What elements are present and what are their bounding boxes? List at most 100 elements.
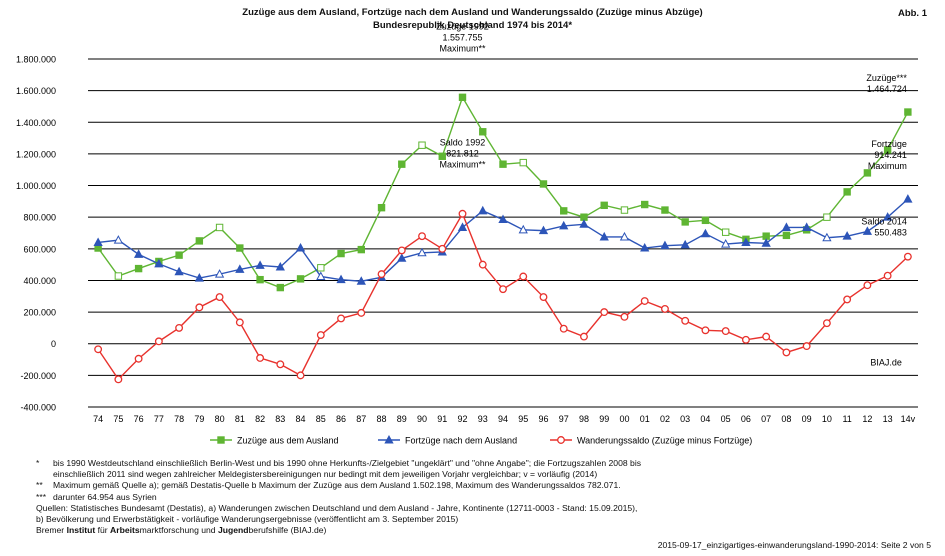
x-tick-label: 86 (336, 414, 346, 424)
x-tick-label: 75 (113, 414, 123, 424)
data-point (822, 319, 831, 328)
data-point (93, 237, 103, 246)
data-point (802, 222, 812, 231)
data-point (701, 216, 710, 225)
series-line (97, 95, 909, 289)
annotation-line: 550.483 (874, 228, 907, 238)
chart-title-line2: Bundesrepublik Deutschland 1974 bis 2014… (372, 20, 573, 31)
x-tick-label: 09 (802, 414, 812, 424)
data-point (175, 251, 183, 259)
footnote-1-cont: einschließlich 2011 sind wegen zahlreich… (36, 469, 916, 480)
figure-reference: Abb. 1 (897, 8, 927, 19)
data-point (641, 200, 649, 209)
x-tick-label: 82 (255, 414, 265, 424)
line-chart: -400.000 -200.000 0 200.000 400.000 600.000 80… (16, 21, 918, 446)
data-point (620, 312, 629, 321)
data-point (862, 226, 873, 235)
data-point (823, 213, 831, 221)
x-tick-label: 76 (134, 414, 144, 424)
series-line (98, 198, 909, 282)
data-point (235, 318, 244, 327)
data-point (195, 303, 204, 312)
data-point (882, 212, 893, 221)
data-point (802, 342, 811, 351)
x-tick-label: 95 (518, 414, 528, 424)
institute-part: berufshilfe (BIAJ.de) (248, 525, 327, 536)
data-point (134, 264, 143, 273)
y-tick-label: 600.000 (23, 244, 56, 254)
legend-item: Fortzüge nach dem Ausland (378, 434, 517, 446)
x-tick-label: 80 (215, 414, 225, 424)
chart-title: Zuzüge aus dem Ausland, Fortzüge nach de… (0, 6, 945, 32)
data-point (256, 275, 264, 284)
data-point (478, 260, 487, 269)
data-point (215, 293, 224, 302)
page-reference: 2015-09-17_einzigartiges-einwanderungsla… (657, 540, 931, 550)
x-tick-label: 10 (822, 414, 832, 424)
x-tick-label: 74 (93, 414, 103, 424)
annotation-line: 1.464.724 (867, 84, 907, 94)
data-point (275, 261, 285, 271)
footnote-3-mark: *** (36, 491, 47, 502)
data-point (640, 242, 650, 252)
data-point (781, 222, 792, 231)
annotation-line: Maximum** (440, 160, 487, 170)
data-point (398, 160, 406, 168)
data-point (195, 237, 204, 245)
data-point (458, 93, 467, 102)
data-point (863, 169, 872, 177)
legend-item: Zuzüge aus dem Ausland (210, 436, 339, 446)
data-point (337, 249, 345, 258)
data-point (276, 360, 285, 369)
y-tick-label: 1.400.000 (16, 118, 56, 128)
x-tick-label: 06 (741, 414, 751, 424)
data-point (235, 264, 245, 273)
annotation-line: Zuzüge 1992 (436, 21, 489, 31)
data-point (538, 225, 549, 235)
y-tick-label: 1.600.000 (16, 86, 56, 96)
legend-marker (384, 434, 394, 444)
x-tick-label: 77 (154, 414, 164, 424)
data-point (519, 272, 528, 281)
x-tick-label: 93 (478, 414, 488, 424)
footnotes: * bis 1990 Westdeutschland einschließlich… (36, 458, 916, 536)
data-point (519, 158, 527, 167)
footnote-2: ** Maximum gemäß Quelle a); gemäß Destati… (36, 480, 916, 491)
data-point (418, 141, 426, 149)
x-tick-label: 99 (599, 414, 609, 424)
annotation: Zuzüge***1.464.724 (866, 73, 907, 94)
data-point (741, 237, 751, 246)
data-point (661, 206, 669, 214)
data-point (620, 206, 629, 214)
data-point (316, 331, 325, 339)
legend-item: Wanderungssaldo (Zuzüge minus Fortzüge) (550, 436, 752, 446)
source-a: Quellen: Statistisches Bundesamt (Destat… (36, 502, 638, 513)
data-point (721, 239, 731, 248)
data-point (721, 228, 730, 236)
data-point (539, 293, 548, 302)
x-tick-label: 97 (559, 414, 569, 424)
data-point (883, 146, 892, 154)
legend-label: Wanderungssaldo (Zuzüge minus Fortzüge) (577, 436, 752, 446)
y-tick-label: 800.000 (23, 213, 56, 223)
legend-label: Zuzüge aus dem Ausland (237, 436, 339, 446)
data-point (619, 231, 630, 241)
data-point (863, 281, 872, 290)
data-point (721, 327, 730, 336)
data-point (478, 205, 488, 215)
data-point (317, 264, 325, 272)
data-point (295, 242, 306, 252)
data-point (843, 295, 852, 304)
data-point (194, 273, 204, 282)
data-point (214, 269, 225, 278)
x-tick-label: 81 (235, 414, 245, 424)
x-tick-label: 92 (458, 414, 468, 424)
annotation-line: Maximum** (440, 43, 487, 53)
footnote-1-cont-text: einschließlich 2011 sind wegen zahlreich… (53, 469, 598, 480)
x-tick-label: 01 (640, 414, 650, 424)
data-point (579, 219, 589, 228)
y-tick-label: 0 (51, 339, 56, 349)
x-tick-label: 00 (619, 414, 629, 424)
data-point (134, 354, 143, 363)
data-point (903, 194, 913, 203)
